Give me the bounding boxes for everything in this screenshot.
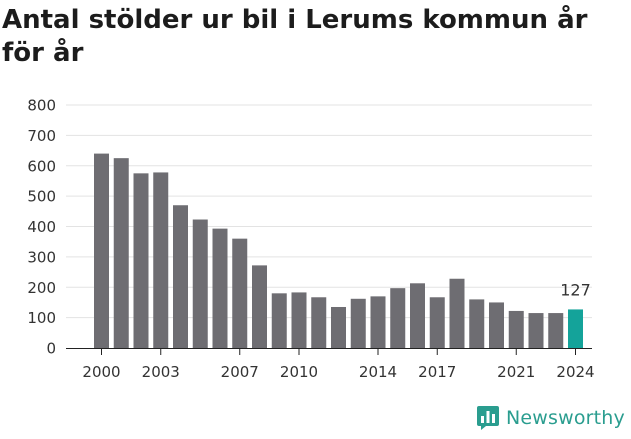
brand-name: Newsworthy xyxy=(505,407,625,429)
x-axis-tick-labels: 2000 2003 2007 2010 2014 2017 2021 2024 xyxy=(82,363,594,381)
bar-2004 xyxy=(173,205,188,348)
bar-2022 xyxy=(528,313,544,348)
x-tick-label: 2024 xyxy=(556,363,594,381)
bar-2000 xyxy=(94,153,109,348)
y-tick-label: 400 xyxy=(27,218,56,236)
newsworthy-logo-icon xyxy=(476,406,499,430)
bars xyxy=(94,153,583,348)
bar-2020 xyxy=(489,302,504,348)
bar-2012 xyxy=(331,306,346,348)
bar-2006 xyxy=(212,228,228,348)
x-tick-label: 2017 xyxy=(418,363,456,381)
bar-2002 xyxy=(133,173,149,348)
x-tick-label: 2021 xyxy=(497,363,535,381)
x-tick-label: 2014 xyxy=(359,363,397,381)
newsworthy-branding: Newsworthy xyxy=(476,403,625,433)
y-tick-label: 800 xyxy=(27,97,56,115)
y-axis-tick-labels: 0 100 200 300 400 500 600 700 800 xyxy=(27,97,56,358)
x-tick-label: 2010 xyxy=(280,363,318,381)
bar-2017 xyxy=(429,297,445,348)
x-tick-label: 2007 xyxy=(221,363,259,381)
bar-2010 xyxy=(291,292,307,348)
bar-2014 xyxy=(370,296,386,348)
bar-2001 xyxy=(113,158,129,348)
bar-2011 xyxy=(311,297,327,348)
bar-2024 xyxy=(568,309,583,348)
bar-2007 xyxy=(232,238,248,348)
x-tick-label: 2003 xyxy=(142,363,180,381)
bar-2019 xyxy=(469,299,485,348)
y-tick-label: 100 xyxy=(27,309,56,327)
bar-2009 xyxy=(271,293,287,348)
y-tick-label: 300 xyxy=(27,248,56,266)
y-tick-label: 700 xyxy=(27,127,56,145)
x-axis xyxy=(66,348,592,355)
data-label-2024: 127 xyxy=(560,280,591,299)
bar-2021 xyxy=(508,310,524,348)
chart-title: Antal stölder ur bil i Lerums kommun år … xyxy=(2,5,588,68)
bar-2003 xyxy=(153,172,169,348)
bar-2008 xyxy=(252,265,267,348)
y-tick-label: 500 xyxy=(27,188,56,206)
x-tick-label: 2000 xyxy=(82,363,120,381)
bar-2018 xyxy=(449,278,465,348)
bar-2013 xyxy=(350,298,366,348)
bar-2016 xyxy=(410,283,425,348)
bar-2015 xyxy=(390,288,406,348)
bar-2005 xyxy=(192,219,208,348)
y-tick-label: 0 xyxy=(46,340,56,358)
y-tick-label: 600 xyxy=(27,157,56,175)
bar-2023 xyxy=(548,313,564,348)
data-labels: 127 xyxy=(560,280,591,299)
y-tick-label: 200 xyxy=(27,279,56,297)
